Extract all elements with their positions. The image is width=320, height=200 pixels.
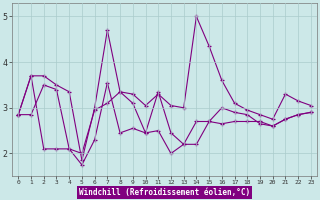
X-axis label: Windchill (Refroidissement éolien,°C): Windchill (Refroidissement éolien,°C) [79, 188, 250, 197]
